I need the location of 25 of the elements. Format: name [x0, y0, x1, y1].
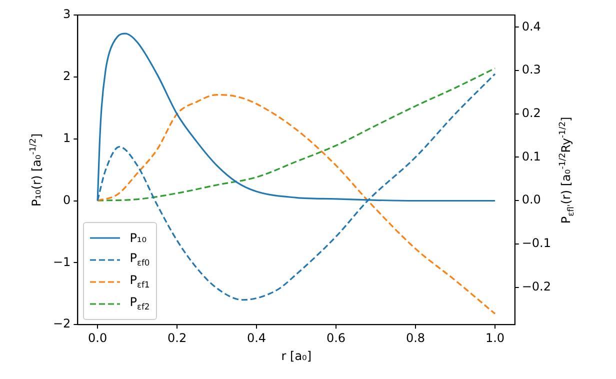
x-tick-label: 0.8	[406, 330, 426, 345]
x-tick-label: 0.6	[326, 330, 346, 345]
line-series	[96, 68, 496, 202]
legend-label: P₁₀	[130, 230, 147, 245]
x-axis-title: r [a₀]	[281, 348, 312, 363]
legend-label: P$_{εf1}$	[130, 273, 150, 290]
x-tick-label: 1.0	[485, 330, 505, 345]
y-tick-label: −1	[52, 254, 71, 269]
y-tick-label: 1	[63, 130, 71, 145]
x-tick-label: 0.4	[246, 330, 266, 345]
y-tick-label: −2	[52, 316, 71, 331]
y2-tick-label: 0.2	[522, 106, 541, 120]
y2-tick-label: 0.1	[522, 149, 541, 164]
y2-tick-label: 0.4	[522, 19, 541, 34]
y2-tick-label: 0.0	[522, 192, 541, 207]
y-tick-label: 3	[63, 7, 71, 22]
y2-tick-label: −0.2	[522, 279, 551, 294]
x-tick-label: 0.2	[168, 330, 187, 345]
y-tick-label: 0	[63, 192, 71, 207]
y2-tick-label: 0.3	[522, 62, 541, 77]
y-tick-label: 2	[63, 69, 71, 84]
legend-label: P$_{εf2}$	[130, 295, 150, 312]
legend-label: P$_{εf0}$	[130, 251, 150, 268]
x-tick-label: 0.0	[88, 330, 108, 345]
y2-tick-label: −0.1	[522, 236, 551, 250]
